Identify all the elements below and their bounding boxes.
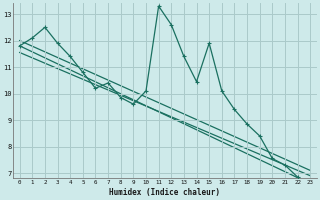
X-axis label: Humidex (Indice chaleur): Humidex (Indice chaleur) bbox=[109, 188, 220, 197]
